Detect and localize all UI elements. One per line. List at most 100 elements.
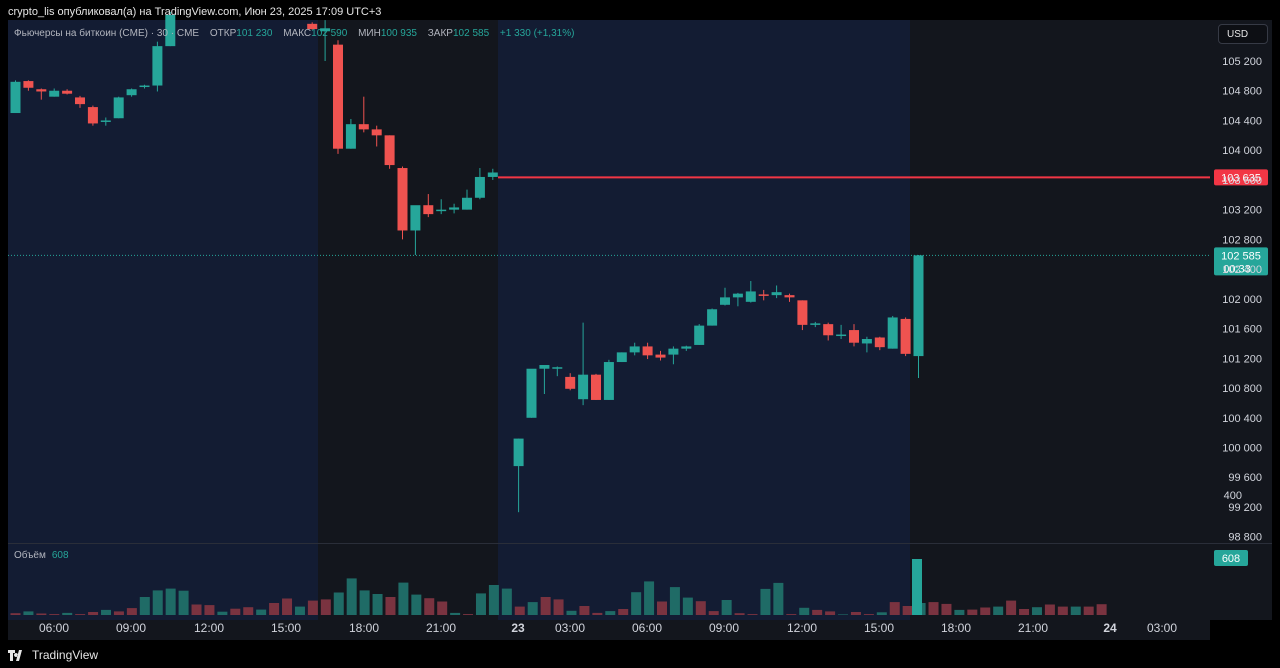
candle-body [694, 325, 705, 345]
volume-label[interactable]: Объём [14, 550, 46, 561]
volume-bar [49, 614, 60, 615]
volume-bar [579, 606, 590, 615]
candle-body [333, 44, 343, 149]
candle-body [732, 293, 743, 298]
candle-body [823, 324, 834, 336]
volume-bar [75, 614, 86, 615]
volume-bar [553, 599, 564, 615]
volume-bar [799, 607, 810, 615]
price-tick-label: 100 800 [1222, 383, 1262, 395]
candle-body [397, 168, 408, 231]
price-tick-label: 100 000 [1222, 443, 1262, 455]
time-tick-label: 09:00 [116, 621, 146, 635]
price-tick-label: 98 800 [1228, 532, 1262, 544]
volume-bar [101, 609, 112, 615]
panes [8, 20, 1272, 640]
price-tick-label: 104 000 [1222, 145, 1262, 157]
volume-bar [708, 611, 719, 615]
last-price-tag [1214, 247, 1268, 276]
candle-body [707, 309, 718, 326]
time-tick-label: 12:00 [194, 621, 224, 635]
candle-body [784, 295, 795, 298]
volume-bar [294, 606, 305, 615]
volume-bar [333, 592, 344, 615]
price-tick-label: 99 600 [1228, 472, 1262, 484]
candle-body [655, 354, 666, 358]
candle-body [462, 197, 472, 210]
volume-bar [631, 592, 642, 615]
volume-bar [747, 614, 758, 615]
candle-body [874, 337, 885, 348]
volume-bar [113, 611, 124, 615]
change-value: +1 330 (+1,31%) [499, 28, 575, 39]
price-tick-label: 103 200 [1222, 205, 1262, 217]
volume-bar [773, 582, 784, 615]
volume-bar [1044, 604, 1055, 615]
volume-bar [954, 609, 965, 615]
candle-body [616, 352, 627, 363]
candle-body [836, 334, 847, 337]
volume-bar [359, 590, 370, 615]
tradingview-logo[interactable]: TradingView [8, 648, 98, 662]
volume-bar [812, 609, 823, 615]
volume-bar [1096, 604, 1107, 615]
volume-bar [398, 582, 409, 615]
volume-bar [385, 597, 396, 615]
level-price-label: 103 635 [1221, 172, 1261, 184]
time-tick-label: 03:00 [555, 621, 585, 635]
volume-bar [1070, 606, 1081, 615]
volume-bar [463, 614, 474, 615]
volume-bar [450, 612, 461, 615]
price-tick-label: 105 200 [1222, 56, 1262, 68]
time-tick-label: 15:00 [271, 621, 301, 635]
candle-body [513, 438, 524, 467]
candle-body [152, 46, 163, 86]
time-tick-label: 12:00 [787, 621, 817, 635]
open-label: ОТКР [209, 28, 237, 39]
candle-body [126, 89, 137, 96]
price-tick-label: 101 200 [1222, 353, 1262, 365]
volume-bar [1019, 609, 1030, 615]
time-tick-label: 21:00 [426, 621, 456, 635]
volume-bar [230, 608, 241, 615]
volume-bar [307, 600, 318, 615]
symbol-title[interactable]: Фьючерсы на биткоин (CME) · 30 · CME [14, 28, 200, 39]
price-tick-label: 102 000 [1222, 294, 1262, 306]
volume-bar [346, 578, 357, 615]
time-axis[interactable]: 06:00 09:00 12:00 15:00 18:00 21:00 23 03:00 06:… [39, 621, 1177, 635]
volume-bar [88, 612, 99, 615]
volume-bar [256, 609, 267, 615]
candle-body [23, 81, 34, 88]
volume-bar [721, 600, 732, 615]
volume-bar [566, 610, 577, 615]
candle-body [384, 135, 395, 166]
volume-bar [424, 598, 435, 615]
volume-bar [152, 590, 163, 615]
volume-bar [980, 607, 991, 615]
volume-bar [437, 601, 448, 615]
volume-bar [838, 614, 849, 615]
last-volume-tag [1214, 550, 1248, 566]
volume-bar [967, 609, 978, 615]
price-tick-label: 104 800 [1222, 86, 1262, 98]
candle-body [87, 107, 98, 124]
volume-bar [850, 612, 861, 615]
price-axis[interactable]: 105 200 104 800 104 400 104 000 103 600 103 2… [1222, 56, 1262, 544]
candle-body [758, 294, 769, 296]
candle-body [487, 172, 498, 177]
close-value: 102 585 [452, 28, 490, 39]
time-tick-label: 06:00 [39, 621, 69, 635]
price-axis-pane [1210, 20, 1272, 620]
candle-body [642, 346, 653, 356]
candle-body [745, 291, 756, 302]
volume-bar [10, 613, 21, 615]
candle-body [900, 318, 911, 354]
volume-bar [760, 588, 771, 615]
time-tick-label: 18:00 [941, 621, 971, 635]
volume-bar [825, 611, 836, 615]
currency-button[interactable]: USD [1218, 24, 1268, 44]
candle-body [913, 255, 924, 357]
candle-body [720, 297, 730, 305]
